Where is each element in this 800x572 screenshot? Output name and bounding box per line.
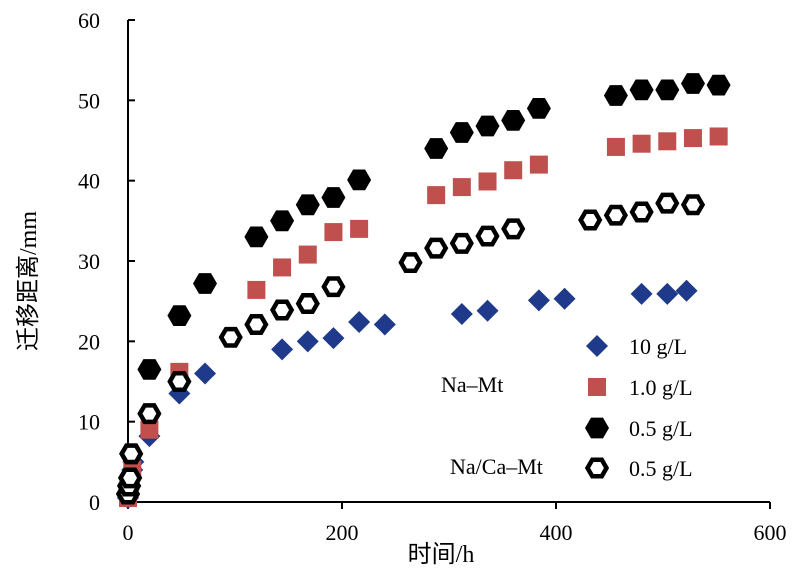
legend-entries: 10 g/L 1.0 g/L 0.5 g/L 0.5 g/L	[584, 334, 693, 481]
data-point-na-mt-1-0-g-l	[247, 280, 266, 299]
data-point-na-mt-0-5-g-l	[603, 85, 628, 106]
data-point-na-mt-1-0-g-l	[632, 134, 651, 153]
y-tick-label: 40	[78, 169, 100, 194]
x-ticks: 0 200 400 600	[123, 502, 787, 545]
data-point-na-mt-10-g-l	[296, 330, 319, 353]
data-point-na-ca-mt-0-5-g-l	[167, 371, 192, 392]
data-point-na-ca-mt-0-5-g-l	[398, 252, 423, 274]
legend-marker-na-ca-mt-0-5-g-l	[584, 457, 610, 479]
data-point-na-mt-10-g-l	[656, 282, 679, 305]
legend: Na–Mt Na/Ca–Mt 10 g/L 1.0 g/L 0.5 g/L 0.5 g…	[441, 334, 693, 481]
data-point-na-mt-1-0-g-l	[273, 258, 292, 277]
data-point-na-mt-0-5-g-l	[193, 273, 217, 294]
y-axis-label: 迁移距离/mm	[15, 211, 42, 351]
data-point-na-mt-0-5-g-l	[424, 138, 449, 159]
data-point-na-ca-mt-0-5-g-l	[119, 443, 144, 465]
series-na-mt-10-g-l	[117, 279, 698, 509]
data-point-na-mt-1-0-g-l	[324, 223, 343, 242]
data-point-na-mt-1-0-g-l	[298, 245, 317, 264]
data-point-na-mt-0-5-g-l	[295, 194, 320, 216]
data-point-na-mt-0-5-g-l	[629, 79, 654, 101]
data-point-na-mt-0-5-g-l	[347, 169, 372, 191]
data-point-na-mt-1-0-g-l	[478, 172, 497, 191]
data-point-na-mt-1-0-g-l	[709, 127, 728, 146]
data-point-na-mt-10-g-l	[194, 362, 217, 385]
legend-group-label-na-mt: Na–Mt	[441, 372, 503, 397]
data-point-na-ca-mt-0-5-g-l	[218, 326, 243, 348]
legend-marker-na-mt-10-g-l	[586, 335, 608, 357]
data-point-na-mt-0-5-g-l	[449, 122, 474, 143]
data-point-na-ca-mt-0-5-g-l	[680, 194, 706, 216]
legend-group-label-na-ca-mt: Na/Ca–Mt	[450, 454, 543, 479]
legend-label-na-ca-mt-0-5-g-l: 0.5 g/L	[629, 456, 693, 481]
x-tick-label: 200	[326, 520, 359, 545]
data-point-na-mt-0-5-g-l	[501, 110, 526, 131]
series-na-ca-mt-0-5-g-l	[115, 192, 706, 505]
legend-label-na-mt-10-g-l: 10 g/L	[629, 334, 687, 359]
legend-marker-na-mt-1-0-g-l	[588, 378, 606, 396]
data-point-na-ca-mt-0-5-g-l	[137, 403, 162, 425]
y-tick-label: 60	[78, 8, 100, 33]
data-point-na-mt-10-g-l	[476, 299, 499, 322]
data-point-na-mt-0-5-g-l	[475, 115, 500, 137]
data-point-na-mt-1-0-g-l	[606, 137, 625, 156]
data-point-na-mt-1-0-g-l	[140, 420, 159, 439]
data-point-na-mt-0-5-g-l	[270, 210, 295, 232]
data-point-na-mt-0-5-g-l	[706, 74, 731, 96]
data-point-na-ca-mt-0-5-g-l	[475, 225, 500, 247]
data-point-na-mt-0-5-g-l	[681, 73, 705, 94]
data-point-na-ca-mt-0-5-g-l	[295, 293, 320, 315]
data-point-na-mt-1-0-g-l	[683, 129, 702, 148]
data-point-na-mt-10-g-l	[527, 289, 550, 312]
data-point-na-ca-mt-0-5-g-l	[578, 209, 603, 231]
data-point-na-mt-10-g-l	[271, 338, 294, 361]
x-tick-label: 600	[754, 520, 787, 545]
data-point-na-ca-mt-0-5-g-l	[270, 299, 295, 321]
data-point-na-ca-mt-0-5-g-l	[501, 218, 526, 240]
data-point-na-mt-1-0-g-l	[504, 161, 523, 180]
data-point-na-ca-mt-0-5-g-l	[629, 201, 654, 223]
y-tick-label: 50	[78, 88, 100, 113]
data-point-na-mt-1-0-g-l	[452, 178, 471, 197]
axes: 0 10 20 30 40 50 60 0 200 400 600	[78, 8, 787, 545]
x-axis-label: 时间/h	[408, 541, 475, 568]
y-tick-label: 30	[78, 249, 100, 274]
data-point-na-mt-0-5-g-l	[167, 305, 192, 326]
y-tick-label: 0	[89, 490, 100, 515]
legend-marker-na-mt-0-5-g-l	[585, 417, 609, 439]
x-tick-label: 0	[123, 520, 134, 545]
legend-label-na-mt-0-5-g-l: 0.5 g/L	[629, 416, 693, 441]
data-point-na-mt-10-g-l	[630, 282, 653, 305]
x-tick-label: 400	[540, 520, 573, 545]
data-point-na-mt-0-5-g-l	[321, 187, 346, 208]
y-tick-label: 10	[78, 410, 100, 435]
plot-markers	[115, 73, 731, 509]
data-point-na-mt-10-g-l	[675, 279, 698, 302]
y-tick-label: 20	[78, 329, 100, 354]
data-point-na-mt-1-0-g-l	[529, 155, 548, 174]
data-point-na-ca-mt-0-5-g-l	[244, 313, 269, 335]
series-na-mt-1-0-g-l	[119, 127, 728, 507]
data-point-na-mt-0-5-g-l	[655, 79, 680, 101]
data-point-na-mt-1-0-g-l	[350, 219, 369, 238]
data-point-na-ca-mt-0-5-g-l	[449, 232, 474, 254]
data-point-na-ca-mt-0-5-g-l	[603, 204, 628, 226]
data-point-na-mt-0-5-g-l	[137, 359, 162, 380]
data-point-na-mt-1-0-g-l	[427, 186, 446, 205]
y-ticks: 0 10 20 30 40 50 60	[78, 8, 135, 515]
data-point-na-mt-10-g-l	[322, 327, 345, 350]
data-point-na-mt-10-g-l	[348, 311, 371, 334]
data-point-na-ca-mt-0-5-g-l	[321, 276, 346, 298]
legend-label-na-mt-1-0-g-l: 1.0 g/L	[629, 375, 693, 400]
data-point-na-mt-0-5-g-l	[526, 98, 551, 119]
data-point-na-mt-0-5-g-l	[244, 226, 269, 248]
data-point-na-ca-mt-0-5-g-l	[424, 237, 449, 259]
data-point-na-mt-10-g-l	[450, 303, 473, 326]
data-point-na-ca-mt-0-5-g-l	[655, 192, 680, 214]
data-point-na-mt-1-0-g-l	[658, 132, 677, 151]
data-point-na-mt-10-g-l	[553, 287, 576, 310]
data-point-na-mt-10-g-l	[373, 313, 396, 336]
data-point-na-ca-mt-0-5-g-l	[117, 467, 143, 489]
